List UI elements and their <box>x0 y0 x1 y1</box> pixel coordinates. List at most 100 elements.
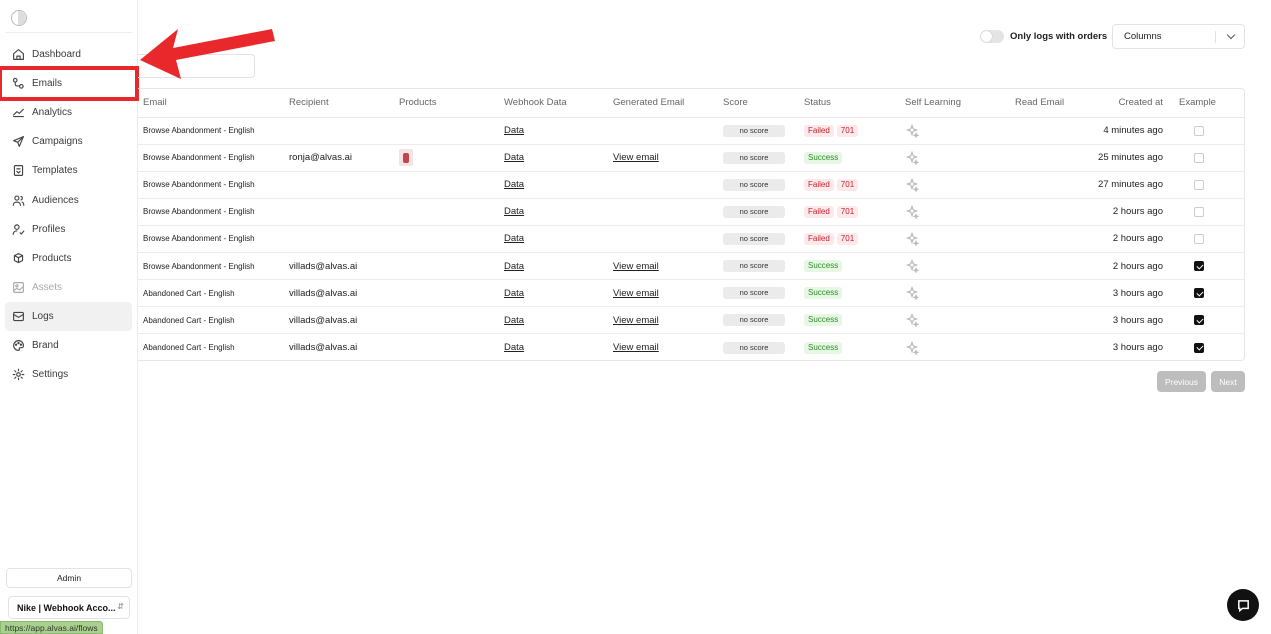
example-cell <box>1177 117 1245 145</box>
sidebar-item-templates[interactable]: Templates <box>5 156 132 185</box>
created-at-cell: 3 hours ago <box>1075 306 1177 335</box>
example-checkbox[interactable] <box>1194 315 1204 326</box>
sparkle-icon[interactable] <box>905 312 920 328</box>
example-checkbox[interactable] <box>1194 152 1204 163</box>
account-selector[interactable]: Nike | Webhook Acco... ⇵ <box>8 596 130 619</box>
sidebar-item-label: Dashboard <box>32 49 81 61</box>
sparkle-icon[interactable] <box>905 150 920 166</box>
webhook-data-link[interactable]: Data <box>504 206 525 218</box>
column-header-read-email[interactable]: Read Email <box>1015 89 1075 118</box>
column-header-example[interactable]: Example <box>1177 89 1245 118</box>
users-icon <box>12 194 25 206</box>
admin-button[interactable]: Admin <box>6 568 132 588</box>
created-at-cell: 27 minutes ago <box>1075 171 1177 199</box>
sidebar-item-assets[interactable]: Assets <box>5 273 132 302</box>
table-row[interactable]: Browse Abandonment - English Data no score… <box>138 225 1245 253</box>
product-thumbnail[interactable] <box>399 149 413 167</box>
generated-email-cell <box>613 225 723 253</box>
webhook-cell: Data <box>504 198 613 226</box>
example-checkbox[interactable] <box>1194 206 1204 217</box>
table-row[interactable]: Browse Abandonment - English villads@alva… <box>138 252 1245 281</box>
example-checkbox[interactable] <box>1194 342 1204 353</box>
generated-email-cell: View email <box>613 306 723 335</box>
sidebar-item-campaigns[interactable]: Campaigns <box>5 127 132 156</box>
score-cell: no score <box>723 198 804 226</box>
chart-icon <box>13 108 24 118</box>
sparkle-icon[interactable] <box>905 340 920 356</box>
sparkle-icon[interactable] <box>905 285 920 301</box>
sparkle-icon[interactable] <box>905 231 920 247</box>
table-row[interactable]: Browse Abandonment - English Data no score… <box>138 171 1245 199</box>
view-email-link[interactable]: View email <box>613 260 659 272</box>
sparkle-icon[interactable] <box>905 177 920 193</box>
orders-toggle[interactable] <box>980 30 1004 43</box>
column-header-created-at[interactable]: Created at <box>1075 89 1177 118</box>
self-learning-cell <box>905 144 1015 172</box>
sparkle-icon[interactable] <box>905 123 920 139</box>
example-checkbox[interactable] <box>1194 179 1204 190</box>
column-header-generated-email[interactable]: Generated Email <box>613 89 723 118</box>
view-email-link[interactable]: View email <box>613 287 659 299</box>
table-row[interactable]: Abandoned Cart - English villads@alvas.ai… <box>138 306 1245 335</box>
table-row[interactable]: Browse Abandonment - English Data no score… <box>138 198 1245 226</box>
sidebar-item-audiences[interactable]: Audiences <box>5 185 132 214</box>
column-header-score[interactable]: Score <box>723 89 804 118</box>
example-checkbox[interactable] <box>1194 288 1204 299</box>
status-cell: Failed 701 <box>804 225 905 253</box>
products-cell <box>399 225 504 253</box>
sidebar-item-profiles[interactable]: Profiles <box>5 215 132 244</box>
email-name-cell: Browse Abandonment - English <box>138 171 289 199</box>
table-row[interactable]: Browse Abandonment - English ronja@alvas.… <box>138 144 1245 172</box>
view-email-link[interactable]: View email <box>613 314 659 326</box>
products-cell <box>399 252 504 281</box>
columns-dropdown[interactable]: Columns <box>1112 24 1245 49</box>
sidebar-item-label: Assets <box>32 281 63 293</box>
column-header-self-learning[interactable]: Self Learning <box>905 89 1015 118</box>
table-row[interactable]: Abandoned Cart - English villads@alvas.ai… <box>138 334 1245 361</box>
sidebar-item-dashboard[interactable]: Dashboard <box>5 40 132 69</box>
read-email-cell <box>1015 306 1075 335</box>
palette-icon <box>13 340 24 351</box>
webhook-data-link[interactable]: Data <box>504 314 525 326</box>
table-row[interactable]: Browse Abandonment - English Data no score… <box>138 117 1245 145</box>
sidebar-item-logs[interactable]: Logs <box>5 301 132 331</box>
webhook-data-link[interactable]: Data <box>504 260 525 272</box>
column-header-email[interactable]: Email <box>138 89 289 118</box>
divider <box>1215 31 1216 43</box>
column-header-status[interactable]: Status <box>804 89 905 118</box>
next-button[interactable]: Next <box>1211 371 1245 392</box>
divider <box>5 32 132 33</box>
example-checkbox[interactable] <box>1194 233 1204 244</box>
column-header-recipient[interactable]: Recipient <box>289 89 399 118</box>
sidebar-item-settings[interactable]: Settings <box>5 360 132 389</box>
webhook-data-link[interactable]: Data <box>504 179 525 191</box>
sidebar-item-products[interactable]: Products <box>5 244 132 273</box>
products-cell <box>399 334 504 361</box>
webhook-data-link[interactable]: Data <box>504 125 525 137</box>
sidebar-item-emails[interactable]: Emails <box>0 66 139 102</box>
column-header-webhook-data[interactable]: Webhook Data <box>504 89 613 118</box>
sparkle-icon[interactable] <box>905 204 920 220</box>
chat-button[interactable] <box>1227 589 1259 621</box>
sidebar-item-analytics[interactable]: Analytics <box>5 98 132 127</box>
webhook-cell: Data <box>504 279 613 308</box>
score-cell: no score <box>723 144 804 172</box>
app-logo-icon[interactable] <box>11 10 27 26</box>
webhook-data-link[interactable]: Data <box>504 233 525 245</box>
products-cell <box>399 198 504 226</box>
column-header-products[interactable]: Products <box>399 89 504 118</box>
view-email-link[interactable]: View email <box>613 152 659 164</box>
chevron-down-icon <box>1226 30 1236 40</box>
webhook-data-link[interactable]: Data <box>504 152 525 164</box>
webhook-data-link[interactable]: Data <box>504 287 525 299</box>
sidebar-item-brand[interactable]: Brand <box>5 331 132 360</box>
score-badge: no score <box>723 232 785 245</box>
previous-button[interactable]: Previous <box>1157 371 1206 392</box>
example-checkbox[interactable] <box>1194 261 1204 271</box>
webhook-data-link[interactable]: Data <box>504 342 525 354</box>
sparkle-icon[interactable] <box>905 258 920 274</box>
example-checkbox[interactable] <box>1194 125 1204 136</box>
table-row[interactable]: Abandoned Cart - English villads@alvas.ai… <box>138 279 1245 308</box>
view-email-link[interactable]: View email <box>613 342 659 354</box>
annotation-arrow-icon <box>140 29 275 79</box>
